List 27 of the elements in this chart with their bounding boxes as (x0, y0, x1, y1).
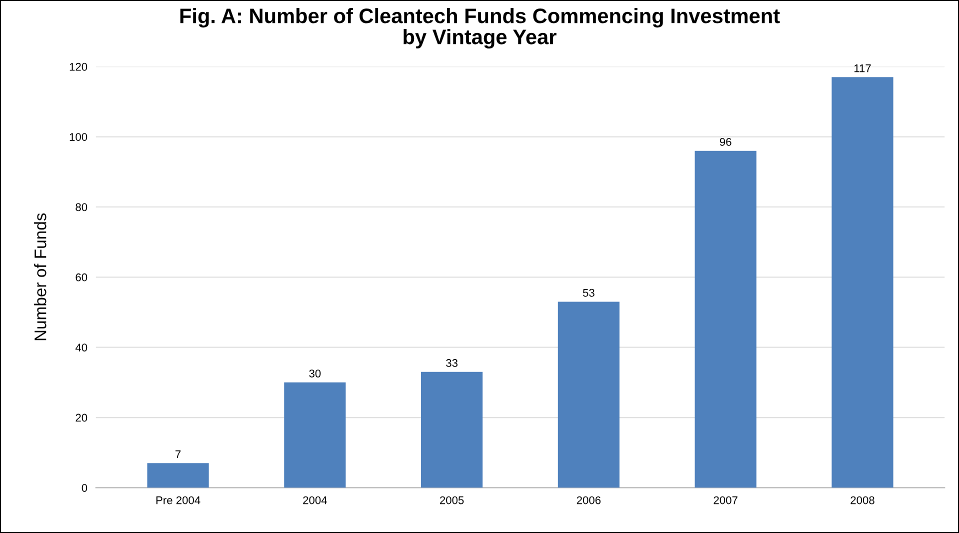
bar (558, 302, 620, 488)
y-tick-label: 0 (82, 484, 88, 492)
bar (832, 77, 894, 488)
x-tick-label: Pre 2004 (156, 496, 200, 504)
y-tick-label: 60 (76, 273, 88, 282)
y-tick-label: 40 (75, 344, 88, 352)
data-label: 117 (854, 64, 871, 72)
x-tick-label: 2006 (576, 496, 601, 504)
bar (284, 382, 346, 488)
y-tick-label: 20 (76, 414, 88, 422)
data-label: 33 (446, 359, 458, 367)
x-tick-label: 2004 (303, 496, 327, 504)
bar (421, 372, 483, 488)
bar (694, 150, 756, 488)
data-label: 7 (176, 450, 181, 458)
bar (147, 463, 209, 488)
y-tick-label: 120 (70, 62, 88, 71)
x-tick-label: 2005 (440, 496, 464, 504)
y-tick-label: 100 (70, 133, 88, 141)
x-tick-label: 2008 (850, 496, 874, 504)
y-axis-title: Number of Funds (34, 213, 46, 340)
x-tick-label: 2007 (714, 496, 738, 504)
chart-title: Fig. A: Number of Cleantech Funds Commencing Investment by Vintage Year (180, 8, 780, 49)
data-label: 53 (582, 288, 594, 297)
y-tick-label: 80 (76, 203, 88, 212)
data-label: 30 (309, 370, 321, 378)
data-label: 96 (720, 138, 732, 146)
